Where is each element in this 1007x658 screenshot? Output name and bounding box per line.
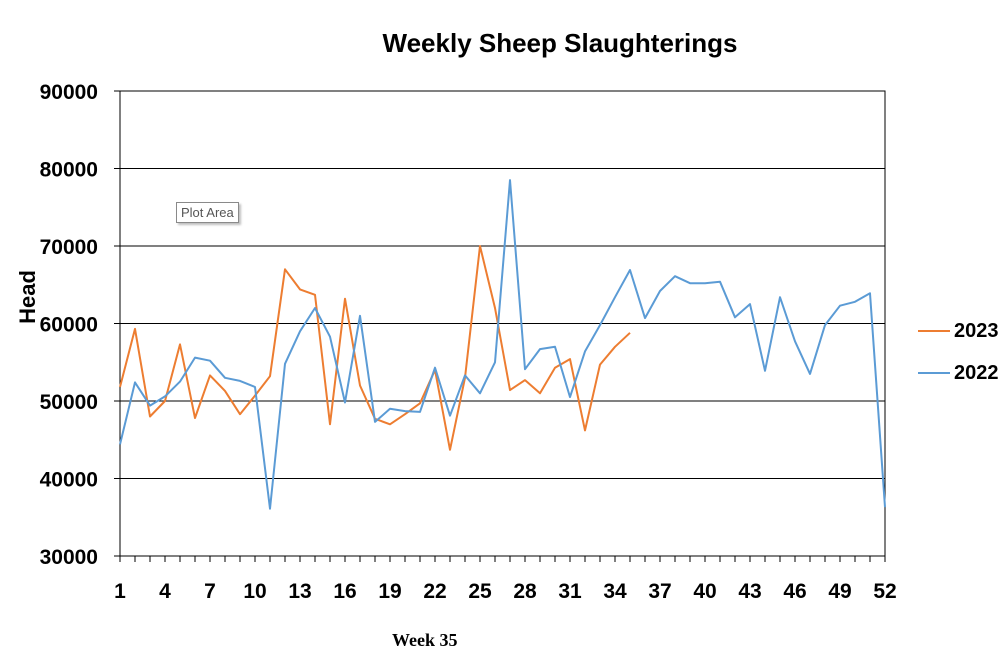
x-tick-label-52: 52	[873, 580, 896, 603]
legend-label-2023: 2023	[954, 319, 999, 342]
y-tick-label-70000: 70000	[40, 236, 98, 259]
chart-title: Weekly Sheep Slaughterings	[382, 28, 738, 58]
legend-item-2023: 2023	[918, 310, 999, 352]
y-tick-label-80000: 80000	[40, 159, 98, 182]
x-tick-label-22: 22	[423, 580, 446, 603]
x-tick-label-10: 10	[243, 580, 266, 603]
legend: 2023 2022	[918, 310, 999, 394]
footer-note: Week 35	[392, 630, 458, 650]
x-tick-label-34: 34	[603, 580, 627, 603]
x-tick-label-40: 40	[693, 580, 716, 603]
x-tick-label-49: 49	[828, 580, 851, 603]
legend-item-2022: 2022	[918, 352, 999, 394]
x-tick-label-46: 46	[783, 580, 806, 603]
x-tick-label-13: 13	[288, 580, 311, 603]
legend-swatch-2023	[918, 330, 950, 332]
y-tick-label-50000: 50000	[40, 391, 98, 414]
x-tick-label-25: 25	[468, 580, 492, 603]
x-tick-label-28: 28	[513, 580, 537, 603]
x-tick-label-19: 19	[378, 580, 401, 603]
legend-label-2022: 2022	[954, 361, 999, 384]
y-tick-label-30000: 30000	[40, 546, 98, 569]
y-tick-label-40000: 40000	[40, 469, 98, 492]
x-tick-label-43: 43	[738, 580, 761, 603]
y-tick-label-60000: 60000	[40, 314, 98, 337]
x-tick-label-7: 7	[204, 580, 216, 603]
y-tick-label-90000: 90000	[40, 81, 98, 104]
series-line-2022	[119, 179, 886, 510]
plot-area-tooltip: Plot Area	[176, 202, 239, 223]
x-tick-label-1: 1	[114, 580, 126, 603]
x-tick-label-31: 31	[558, 580, 582, 603]
legend-swatch-2022	[918, 372, 950, 374]
x-tick-label-4: 4	[159, 580, 171, 603]
x-tick-label-16: 16	[333, 580, 356, 603]
x-tick-label-37: 37	[648, 580, 671, 603]
